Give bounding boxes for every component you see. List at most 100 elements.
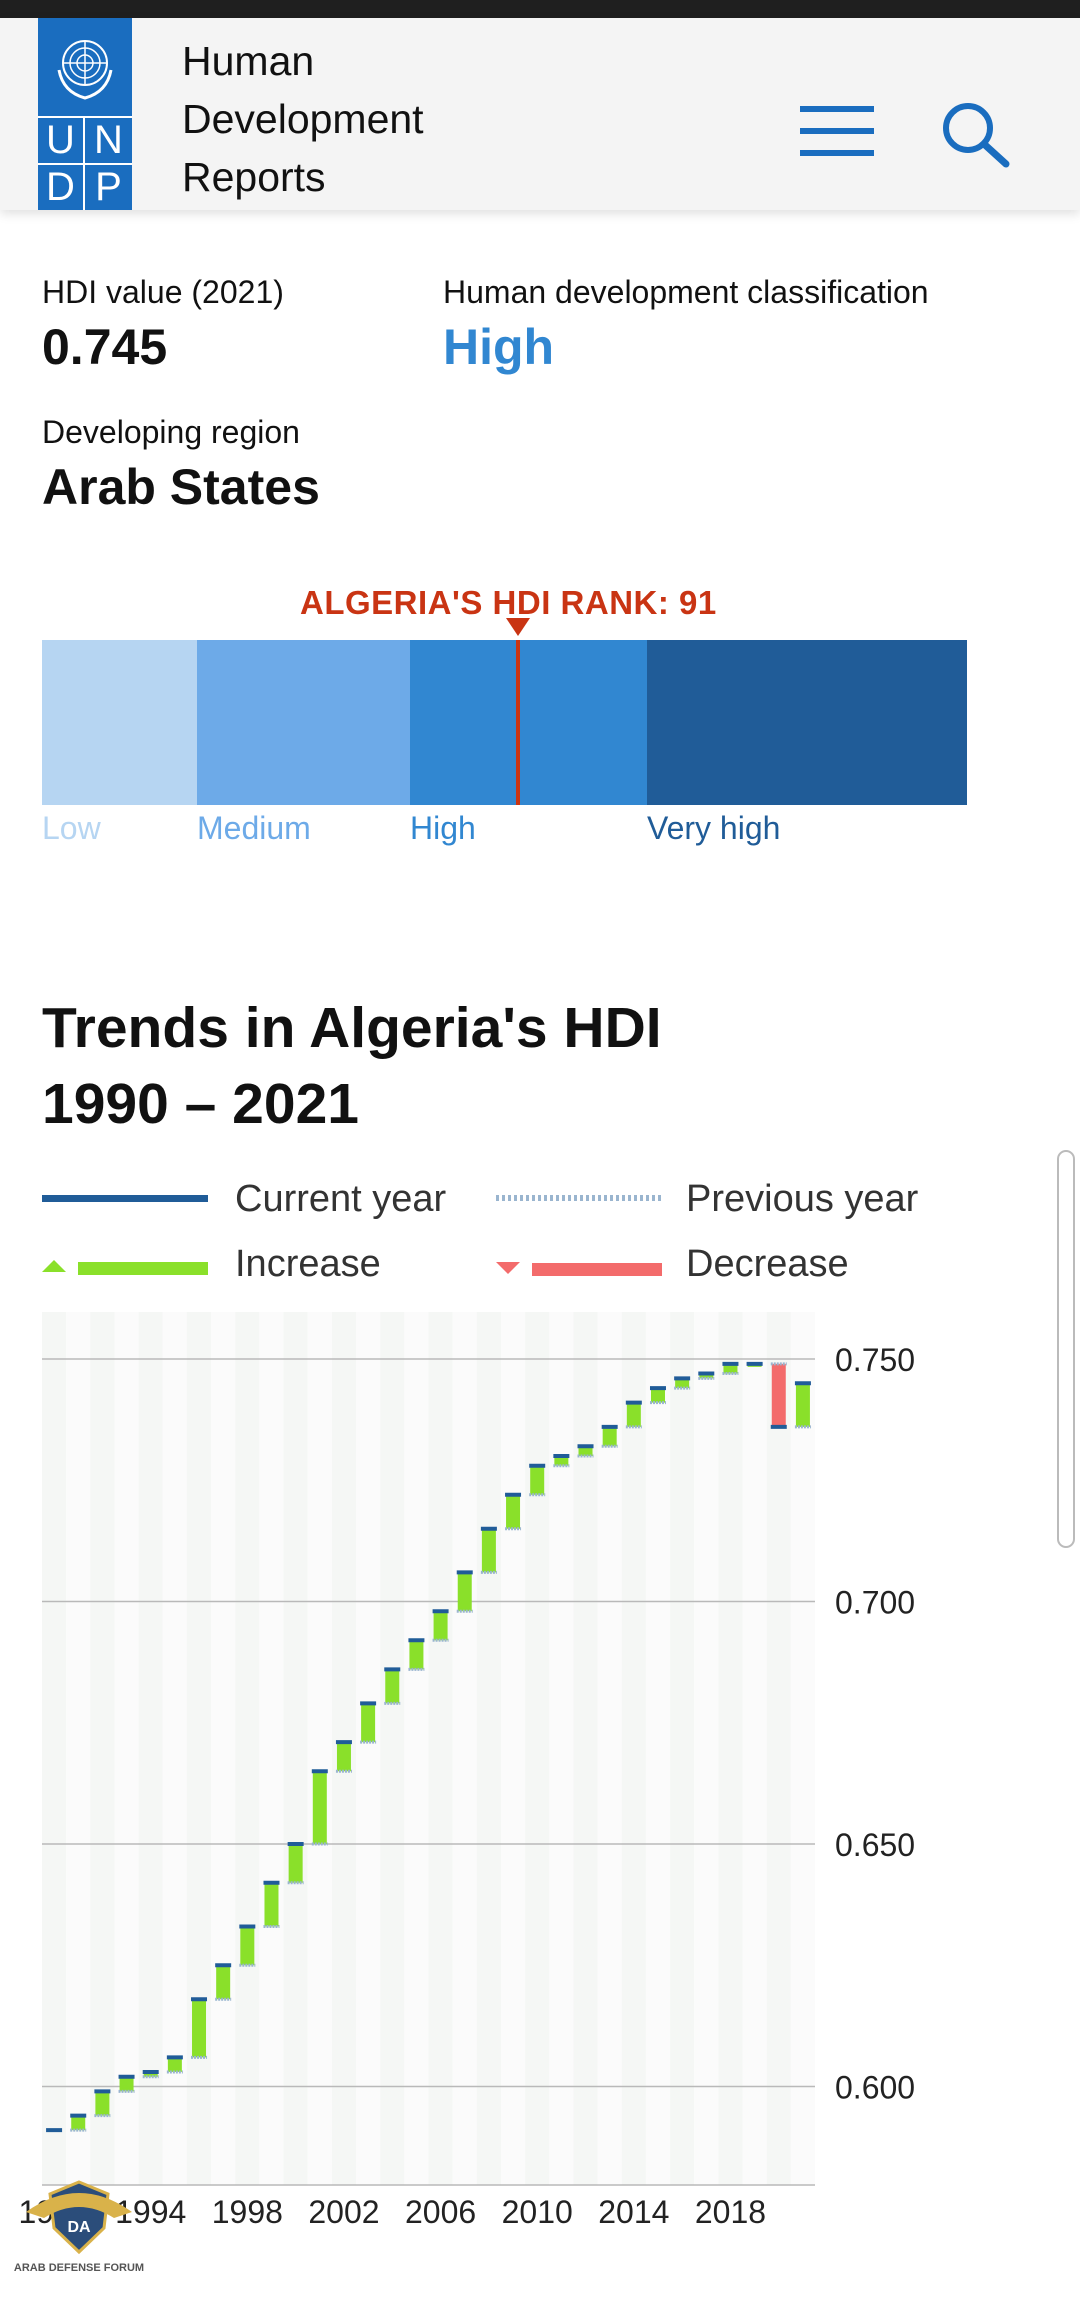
chart-column-band bbox=[138, 1312, 163, 2185]
chart-column-band bbox=[766, 1312, 791, 2185]
hdi-bar-1997 bbox=[216, 1965, 231, 2000]
chart-column-band bbox=[452, 1312, 477, 2185]
hdi-bar-1999 bbox=[264, 1882, 279, 1927]
hamburger-menu-icon[interactable] bbox=[800, 106, 874, 156]
legend-current-swatch bbox=[42, 1195, 208, 1202]
legend-previous-year: Previous year bbox=[686, 1178, 919, 1220]
x-tick-label: 2006 bbox=[405, 2194, 476, 2230]
chart-column-band bbox=[525, 1312, 550, 2185]
trends-title-line: Trends in Algeria's HDI bbox=[42, 996, 662, 1060]
classification-label: Human development classification bbox=[443, 274, 929, 310]
chart-column-band bbox=[114, 1312, 139, 2185]
hdi-bar-1991 bbox=[71, 2115, 86, 2131]
vertical-scrollbar[interactable] bbox=[1057, 1150, 1075, 1548]
chart-column-band bbox=[90, 1312, 115, 2185]
chart-column-band bbox=[428, 1312, 453, 2185]
y-tick-label: 0.650 bbox=[835, 1827, 915, 1863]
hdi-bar-2013 bbox=[602, 1426, 617, 1447]
region-label: Developing region bbox=[42, 414, 300, 450]
legend-current-year: Current year bbox=[235, 1178, 447, 1220]
hdi-bar-2004 bbox=[385, 1669, 400, 1704]
chart-column-band bbox=[621, 1312, 646, 2185]
hdi-bar-2011 bbox=[554, 1456, 569, 1466]
site-title-line: Reports bbox=[182, 154, 326, 200]
hdi-trend-chart: 0.7500.7000.6500.60019901994199820022006… bbox=[18, 1312, 915, 2230]
undp-letters: U N D P bbox=[38, 116, 132, 210]
chart-column-band bbox=[573, 1312, 598, 2185]
hdi-bar-2007 bbox=[457, 1572, 472, 1612]
chart-column-band bbox=[404, 1312, 429, 2185]
arab-defense-forum-watermark: DA ARAB DEFENSE FORUM bbox=[4, 2178, 154, 2296]
search-icon[interactable] bbox=[938, 100, 1012, 168]
site-title-line: Human bbox=[182, 38, 315, 84]
site-title-line: Development bbox=[182, 96, 424, 142]
chart-column-band bbox=[66, 1312, 91, 2185]
hdi-bar-2005 bbox=[409, 1640, 424, 1670]
hdi-value: 0.745 bbox=[42, 319, 168, 375]
chart-column-band bbox=[283, 1312, 308, 2185]
hdi-bar-1993 bbox=[119, 2076, 134, 2092]
band-very-high bbox=[647, 640, 967, 805]
band-label-very-high: Very high bbox=[647, 810, 781, 846]
logo-letter: D bbox=[38, 163, 85, 210]
hdi-bar-2001 bbox=[312, 1771, 327, 1844]
legend-increase-swatch bbox=[42, 1260, 208, 1275]
chart-column-band bbox=[162, 1312, 187, 2185]
chart-column-band bbox=[694, 1312, 719, 2185]
legend-increase: Increase bbox=[235, 1243, 381, 1285]
chart-column-band bbox=[742, 1312, 767, 2185]
svg-text:DA: DA bbox=[67, 2219, 91, 2236]
forum-logo-icon: DA bbox=[26, 2180, 132, 2255]
chart-column-band bbox=[549, 1312, 574, 2185]
x-tick-label: 2010 bbox=[502, 2194, 573, 2230]
chart-column-band bbox=[356, 1312, 381, 2185]
logo-letter: N bbox=[85, 116, 132, 163]
logo-letter: P bbox=[85, 163, 132, 210]
hdi-bar-2008 bbox=[481, 1528, 496, 1573]
band-label-medium: Medium bbox=[197, 810, 311, 846]
chart-column-band bbox=[259, 1312, 284, 2185]
chart-column-band bbox=[42, 1312, 67, 2185]
legend-decrease: Decrease bbox=[686, 1243, 849, 1285]
band-medium bbox=[197, 640, 410, 805]
chart-column-band bbox=[211, 1312, 236, 2185]
trends-title-line: 1990 – 2021 bbox=[42, 1072, 359, 1136]
band-label-high: High bbox=[410, 810, 476, 846]
site-title[interactable]: Human Development Reports bbox=[182, 32, 424, 206]
hdi-bar-1992 bbox=[95, 2091, 110, 2116]
rank-marker-icon bbox=[506, 618, 530, 636]
chart-column-band bbox=[718, 1312, 743, 2185]
hdi-bar-2021 bbox=[795, 1383, 810, 1427]
legend-decrease-swatch bbox=[496, 1262, 662, 1276]
y-tick-label: 0.750 bbox=[835, 1342, 915, 1378]
x-tick-label: 2018 bbox=[695, 2194, 766, 2230]
hdi-bar-2010 bbox=[530, 1465, 545, 1495]
band-high bbox=[410, 640, 647, 805]
band-low bbox=[42, 640, 197, 805]
site-header: U N D P Human Development Reports bbox=[0, 18, 1080, 210]
x-tick-label: 2014 bbox=[598, 2194, 669, 2230]
undp-logo[interactable]: U N D P bbox=[38, 18, 132, 210]
hdi-bar-2016 bbox=[675, 1378, 690, 1389]
chart-column-band bbox=[380, 1312, 405, 2185]
hdi-bar-2018 bbox=[723, 1363, 738, 1374]
hdi-bar-2006 bbox=[433, 1611, 448, 1641]
hdi-bar-2014 bbox=[626, 1402, 641, 1427]
hdi-bar-2000 bbox=[288, 1844, 303, 1883]
hdi-bar-2009 bbox=[506, 1494, 521, 1529]
hdi-bar-2017 bbox=[699, 1373, 714, 1379]
chart-column-band bbox=[235, 1312, 260, 2185]
logo-letter: U bbox=[38, 116, 85, 163]
hdi-bar-1994 bbox=[143, 2071, 158, 2077]
hdi-bar-1995 bbox=[167, 2057, 182, 2072]
hdi-bar-1998 bbox=[240, 1926, 255, 1966]
x-tick-label: 1998 bbox=[212, 2194, 283, 2230]
classification-value: High bbox=[443, 319, 555, 375]
y-tick-label: 0.700 bbox=[835, 1585, 915, 1621]
un-emblem-icon bbox=[57, 40, 113, 100]
band-label-low: Low bbox=[42, 810, 101, 846]
y-tick-label: 0.600 bbox=[835, 2070, 915, 2106]
legend-previous-swatch bbox=[496, 1195, 662, 1201]
chart-column-band bbox=[500, 1312, 526, 2185]
hdi-bar-2020 bbox=[771, 1363, 786, 1427]
